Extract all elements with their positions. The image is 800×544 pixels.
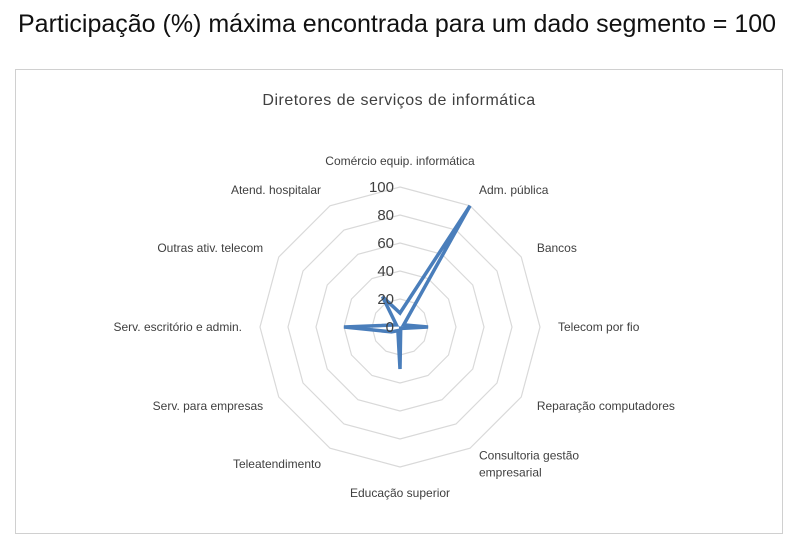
tick-label: 100 — [369, 179, 394, 196]
grid-ring — [343, 270, 457, 384]
category-label: Outras ativ. telecom — [157, 241, 263, 255]
category-label: empresarial — [479, 465, 542, 479]
radar-ticks: 0 20 40 60 80 100 — [369, 179, 394, 336]
category-label: Serv. escritório e admin. — [114, 320, 243, 334]
category-label: Teleatendimento — [233, 457, 321, 471]
grid-ring — [259, 186, 541, 468]
grid-ring — [315, 242, 485, 412]
category-label: Bancos — [537, 241, 577, 255]
tick-label: 20 — [377, 291, 394, 308]
tick-label: 0 — [386, 319, 394, 336]
radar-category-labels: Comércio equip. informática Adm. pública B… — [114, 154, 675, 500]
category-label: Reparação computadores — [537, 399, 675, 413]
chart-title: Diretores de serviços de informática — [262, 92, 536, 109]
tick-label: 60 — [377, 235, 394, 252]
tick-label: 80 — [377, 207, 394, 224]
radar-chart: 0 20 40 60 80 100 Comércio equip. informática… — [114, 154, 675, 500]
category-label: Serv. para empresas — [153, 399, 264, 413]
category-label: Telecom por fio — [558, 320, 640, 334]
tick-label: 40 — [377, 263, 394, 280]
category-label: Adm. pública — [479, 183, 549, 197]
slide-title: Participação (%) máxima encontrada para … — [18, 10, 777, 38]
grid-ring — [287, 214, 513, 440]
category-label: Comércio equip. informática — [325, 154, 475, 168]
category-label: Educação superior — [350, 486, 450, 500]
category-label: Atend. hospitalar — [231, 183, 321, 197]
radar-series — [343, 204, 472, 370]
chart-frame: Diretores de serviços de informática 0 20… — [15, 69, 783, 534]
category-label: Consultoria gestão — [479, 448, 579, 462]
